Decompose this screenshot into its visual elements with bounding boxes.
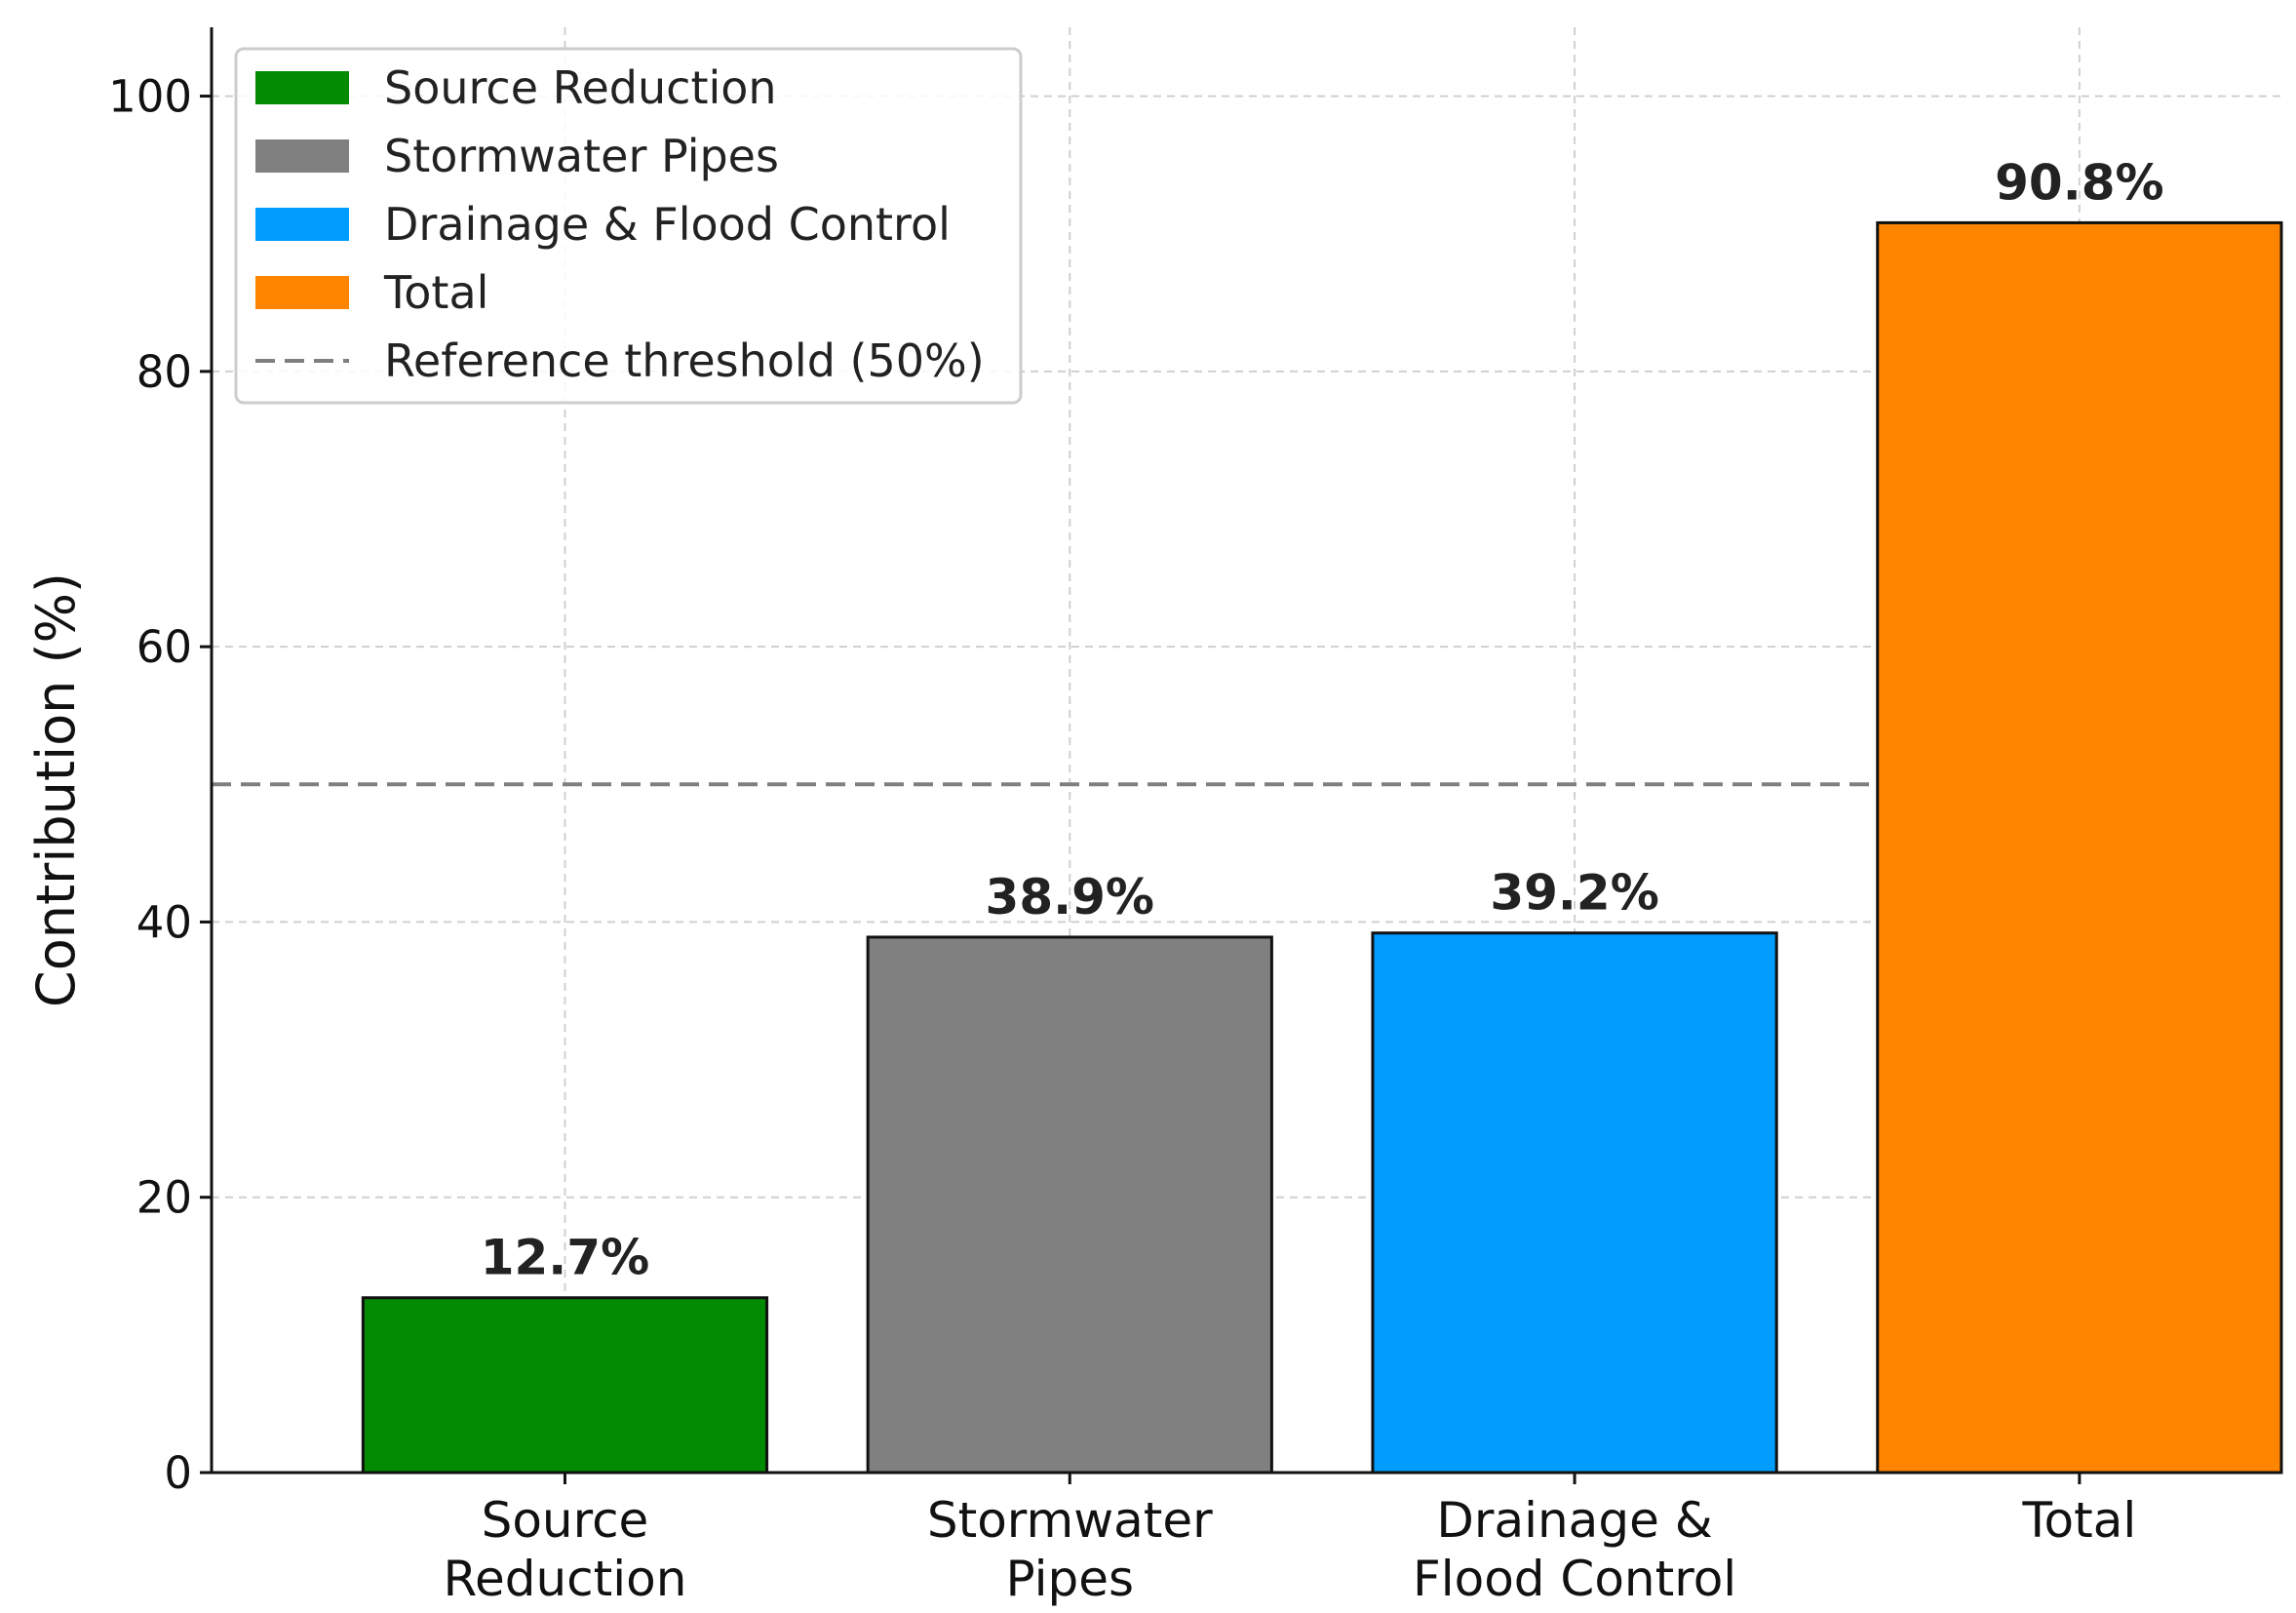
data-label: 39.2%: [1490, 865, 1658, 922]
y-tick-label: 0: [164, 1447, 192, 1499]
legend-label: Total: [383, 266, 488, 319]
x-tick-label-line: Total: [2021, 1492, 2136, 1549]
data-label: 38.9%: [986, 869, 1154, 925]
data-labels: 12.7% 38.9% 39.2% 90.8%: [481, 154, 2164, 1285]
legend-label: Source Reduction: [384, 61, 777, 114]
x-tick-label: Stormwater Pipes: [927, 1492, 1213, 1607]
bar: [1876, 220, 2283, 1475]
legend-entry[interactable]: Source Reduction: [255, 61, 777, 114]
x-tick-label: Drainage & Flood Control: [1413, 1492, 1736, 1607]
data-label: 12.7%: [481, 1230, 649, 1286]
legend-label: Reference threshold (50%): [384, 334, 985, 387]
x-tick-label: Total: [2021, 1492, 2136, 1549]
x-tick-label: Source Reduction: [443, 1492, 686, 1607]
y-tick-label: 40: [136, 896, 192, 948]
x-tick-label-line: Reduction: [443, 1551, 686, 1607]
x-tick-label-line: Pipes: [1006, 1551, 1135, 1607]
legend-entry[interactable]: Stormwater Pipes: [255, 130, 779, 182]
x-tick-label-line: Flood Control: [1413, 1551, 1736, 1607]
y-tick-label: 80: [136, 346, 192, 398]
legend-swatch: [255, 139, 349, 173]
legend-frame: [234, 47, 1023, 405]
y-tick-label: 20: [136, 1172, 192, 1224]
y-tick-label: 100: [108, 71, 192, 123]
bar: [361, 1296, 769, 1475]
legend-label: Drainage & Flood Control: [384, 198, 951, 251]
bar: [866, 935, 1273, 1475]
axes: 0 20 40 60 80 100 Source Reduction Stormwater Pip…: [108, 27, 2281, 1607]
x-tick-label-line: Drainage &: [1436, 1492, 1712, 1549]
y-axis-title: Contribution (%): [25, 572, 87, 1007]
legend-entry[interactable]: Reference threshold (50%): [255, 334, 985, 387]
legend[interactable]: Source Reduction Stormwater Pipes Drainage…: [234, 47, 1023, 405]
legend-swatch: [255, 71, 349, 104]
legend-swatch: [255, 276, 349, 309]
y-tick-label: 60: [136, 621, 192, 673]
legend-label: Stormwater Pipes: [384, 130, 779, 182]
x-tick-label-line: Source: [482, 1492, 649, 1549]
legend-entry[interactable]: Drainage & Flood Control: [255, 198, 951, 251]
bar: [1371, 931, 1778, 1475]
legend-swatch: [255, 208, 349, 241]
legend-entry[interactable]: Total: [255, 266, 488, 319]
data-label: 90.8%: [1995, 154, 2163, 211]
bars: [361, 220, 2283, 1475]
x-tick-label-line: Stormwater: [927, 1492, 1213, 1549]
